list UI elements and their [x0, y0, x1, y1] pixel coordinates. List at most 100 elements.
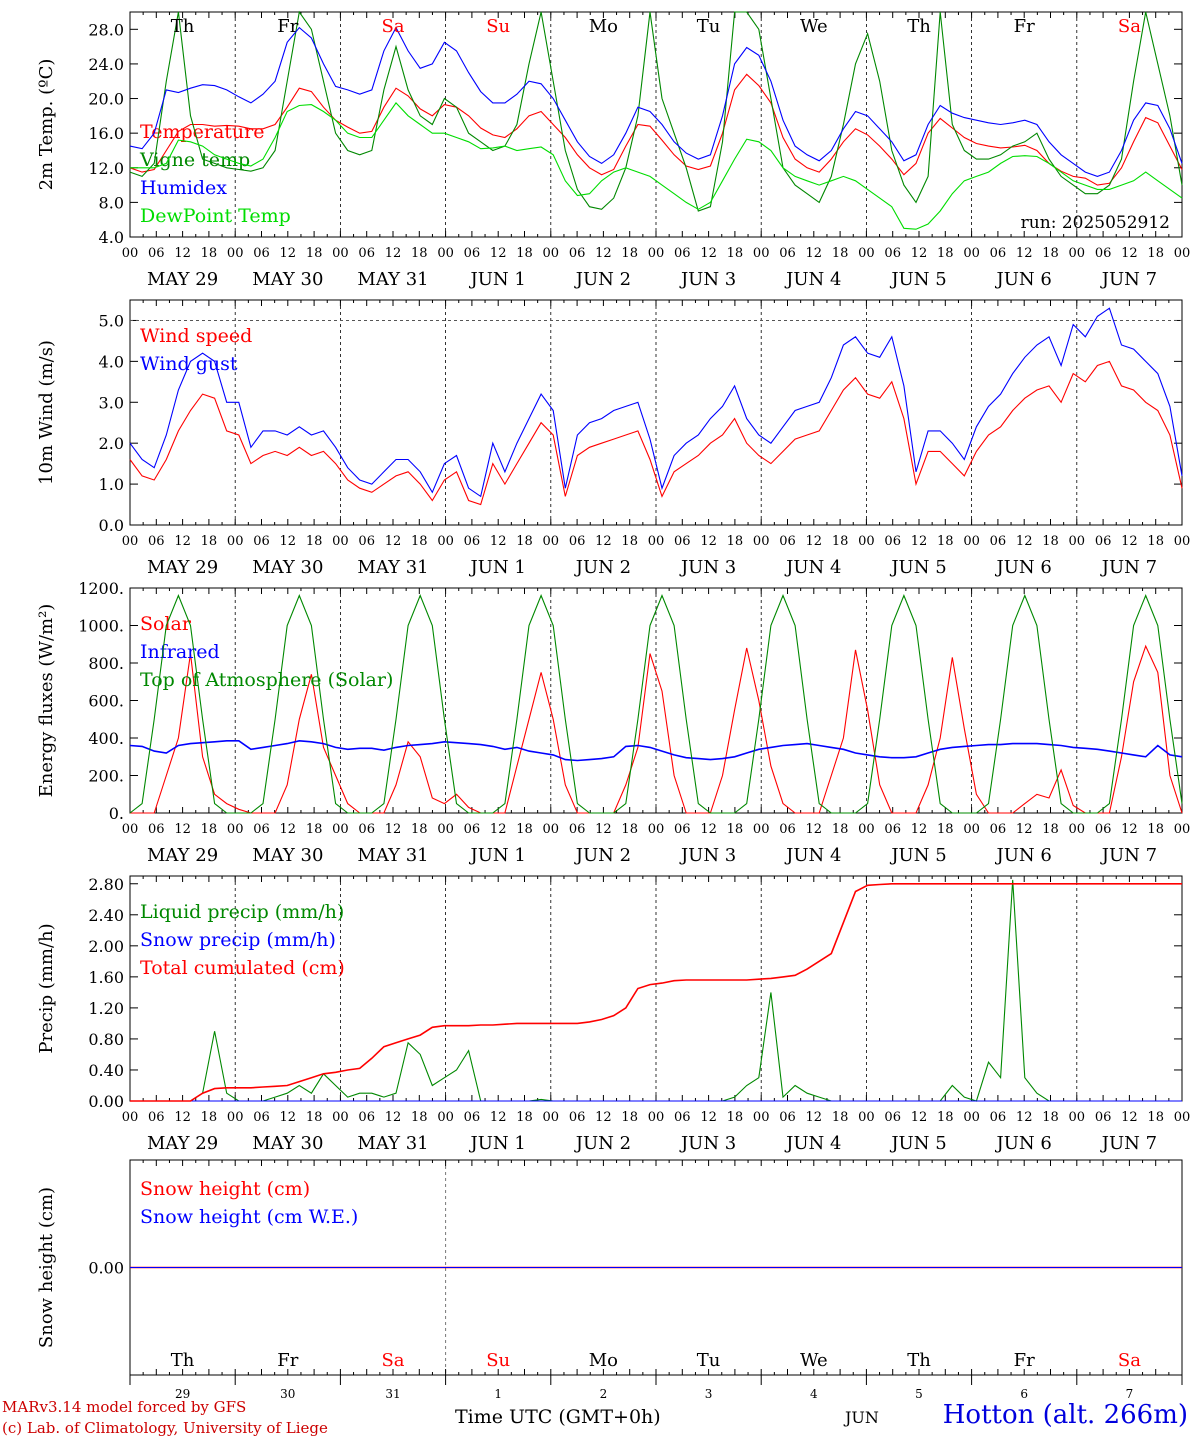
hour-tick-label: 12: [490, 1110, 507, 1125]
hour-tick-label: 00: [753, 246, 770, 261]
date-label: JUN 7: [1100, 269, 1157, 290]
hour-tick-label: 12: [1121, 1110, 1138, 1125]
hour-tick-label: 00: [543, 1110, 560, 1125]
model-credit-line2: (c) Lab. of Climatology, University of L…: [2, 1419, 328, 1437]
hour-tick-label: 12: [700, 246, 717, 261]
y-tick-label: 200.: [88, 767, 124, 786]
hour-tick-label: 12: [806, 1110, 823, 1125]
date-label: JUN 5: [889, 269, 946, 290]
hour-tick-label: 00: [1174, 1110, 1191, 1125]
hour-tick-label: 06: [674, 1110, 691, 1125]
hour-tick-label: 18: [937, 1110, 954, 1125]
hour-tick-label: 06: [358, 246, 375, 261]
series-line-1: [129, 739, 1183, 762]
hour-tick-label: 06: [569, 822, 586, 837]
y-axis-label: 10m Wind (m/s): [36, 340, 57, 485]
hour-tick-label: 12: [490, 246, 507, 261]
hour-tick-label: 06: [884, 822, 901, 837]
hour-tick-label: 18: [411, 246, 428, 261]
legend-entry: Infrared: [140, 641, 220, 663]
y-tick-label: 1000.: [78, 617, 124, 636]
hour-tick-label: 06: [1095, 1110, 1112, 1125]
date-label: MAY 29: [147, 845, 218, 866]
hour-tick-label: 00: [122, 246, 139, 261]
day-number-label: 7: [1126, 1387, 1134, 1401]
day-of-week-label: Th: [171, 1350, 195, 1371]
hour-tick-label: 18: [306, 822, 323, 837]
hour-tick-label: 18: [727, 822, 744, 837]
date-label: JUN 4: [784, 1133, 841, 1154]
hour-tick-label: 18: [516, 1110, 533, 1125]
hour-tick-label: 06: [1095, 822, 1112, 837]
day-number-label: 6: [1020, 1387, 1028, 1401]
series-line-2: [130, 882, 1182, 1102]
hour-tick-label: 00: [1069, 534, 1086, 549]
hour-tick-label: 00: [1174, 534, 1191, 549]
y-tick-label: 2.40: [88, 906, 124, 925]
hour-tick-label: 06: [253, 534, 270, 549]
legend-entry: DewPoint Temp: [140, 205, 291, 227]
hour-tick-label: 18: [621, 1110, 638, 1125]
day-number-label: 30: [280, 1387, 295, 1401]
y-tick-label: 0.00: [88, 1092, 124, 1111]
panel-frame: [129, 11, 1183, 238]
y-tick-label: 1.0: [99, 475, 124, 494]
hour-tick-label: 12: [174, 534, 191, 549]
hour-tick-label: 00: [1174, 822, 1191, 837]
legend-entry: Temperature: [140, 121, 264, 143]
y-tick-label: 800.: [88, 654, 124, 673]
date-label: JUN 3: [679, 1133, 736, 1154]
hour-tick-label: 06: [358, 822, 375, 837]
hour-tick-label: 00: [543, 534, 560, 549]
hour-tick-label: 18: [832, 534, 849, 549]
hour-tick-label: 18: [727, 1110, 744, 1125]
hour-tick-label: 00: [1069, 822, 1086, 837]
series-line-0: [129, 360, 1183, 506]
y-tick-label: 8.0: [99, 193, 124, 212]
hour-tick-label: 18: [1147, 534, 1164, 549]
hour-tick-label: 18: [306, 246, 323, 261]
y-tick-label: 600.: [88, 692, 124, 711]
hour-tick-label: 06: [148, 822, 165, 837]
y-tick-label: 1.20: [88, 999, 124, 1018]
hour-tick-label: 06: [569, 1110, 586, 1125]
day-of-week-label: Th: [171, 16, 195, 37]
date-label: JUN 6: [995, 1133, 1052, 1154]
date-label: JUN 6: [995, 557, 1052, 578]
hour-tick-label: 00: [227, 1110, 244, 1125]
model-credit-line1: MARv3.14 model forced by GFS: [2, 1398, 247, 1416]
date-label: JUN 5: [889, 557, 946, 578]
y-tick-label: 0.00: [88, 1259, 124, 1278]
time-axis-label: Time UTC (GMT+0h): [455, 1406, 661, 1428]
legend-entry: Wind gust: [140, 353, 238, 375]
y-tick-label: 4.0: [99, 352, 124, 371]
hour-tick-label: 18: [411, 534, 428, 549]
hour-tick-label: 12: [911, 822, 928, 837]
date-label: JUN 6: [995, 269, 1052, 290]
date-label: MAY 31: [357, 269, 428, 290]
date-label: MAY 30: [252, 269, 323, 290]
day-of-week-label: Tu: [697, 1350, 721, 1371]
day-of-week-label: Tu: [697, 16, 721, 37]
hour-tick-label: 06: [990, 1110, 1007, 1125]
hour-tick-label: 12: [385, 246, 402, 261]
hour-tick-label: 00: [332, 1110, 349, 1125]
day-of-week-label: Fr: [1014, 16, 1035, 37]
hour-tick-label: 06: [884, 1110, 901, 1125]
hour-tick-label: 12: [1016, 246, 1033, 261]
hour-tick-label: 12: [1121, 246, 1138, 261]
y-tick-label: 0.80: [88, 1030, 124, 1049]
day-of-week-label: Fr: [1014, 1350, 1035, 1371]
hour-tick-label: 12: [806, 822, 823, 837]
hour-tick-label: 12: [174, 1110, 191, 1125]
hour-tick-label: 12: [595, 246, 612, 261]
hour-tick-label: 06: [569, 534, 586, 549]
date-label: JUN 3: [679, 269, 736, 290]
hour-tick-label: 18: [306, 534, 323, 549]
day-of-week-label: Su: [486, 1350, 510, 1371]
y-tick-label: 3.0: [99, 393, 124, 412]
hour-tick-label: 00: [753, 1110, 770, 1125]
hour-tick-label: 12: [490, 534, 507, 549]
hour-tick-label: 18: [937, 822, 954, 837]
hour-tick-label: 18: [621, 534, 638, 549]
